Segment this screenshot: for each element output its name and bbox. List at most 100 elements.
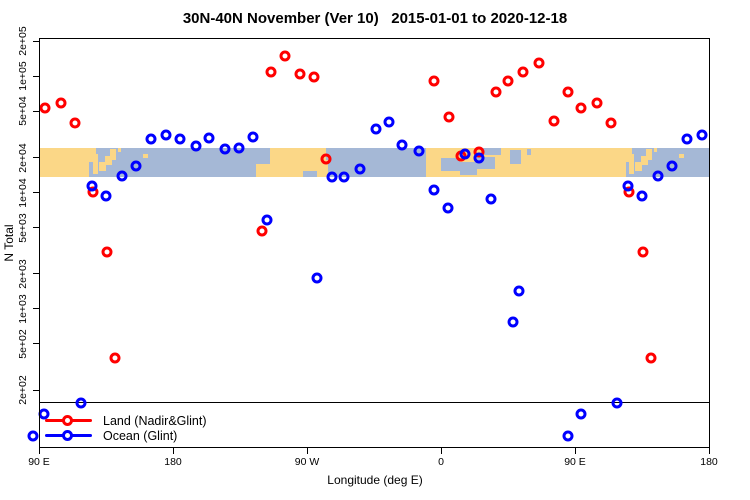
ocean-point [190, 140, 202, 152]
land-point [294, 68, 306, 80]
legend-ocean-label: Ocean (Glint) [103, 429, 178, 443]
ocean-point [428, 184, 440, 196]
y-tick-label: 2e+02 [17, 375, 29, 405]
x-tick [574, 448, 576, 454]
ocean-point [622, 180, 634, 192]
ocean-point [413, 145, 425, 157]
ocean-point [203, 132, 215, 144]
plot-border [39, 38, 710, 448]
ocean-point [383, 116, 395, 128]
x-tick-label: 90 E [28, 456, 50, 468]
band-land-segment [117, 147, 121, 153]
land-point [548, 115, 560, 127]
land-point [575, 102, 587, 114]
land-point [490, 86, 502, 98]
y-tick [33, 343, 39, 345]
x-tick [708, 448, 710, 454]
x-tick-label: 90 W [294, 456, 320, 468]
y-tick [33, 308, 39, 310]
ocean-point [75, 397, 87, 409]
ocean-point [442, 202, 454, 214]
land-point [637, 246, 649, 258]
y-tick [33, 273, 39, 275]
land-point [645, 352, 657, 364]
band-water-segment [460, 162, 477, 176]
ocean-point [261, 214, 273, 226]
ocean-point [247, 131, 259, 143]
band-water-segment [302, 171, 318, 178]
band-land-segment [104, 155, 112, 166]
band-land-segment [86, 147, 96, 163]
land-point [39, 102, 51, 114]
legend-item-land: Land (Nadir&Glint) [44, 413, 264, 428]
x-tick [172, 448, 174, 454]
y-tick [33, 389, 39, 391]
band-land-segment [40, 147, 89, 178]
land-point [443, 111, 455, 123]
band-land-segment [622, 147, 632, 163]
x-tick-label: 0 [438, 456, 444, 468]
y-tick-label: 5e+02 [17, 329, 29, 359]
band-land-segment [635, 162, 642, 172]
ocean-point [116, 170, 128, 182]
y-tick-label: 1e+05 [17, 61, 29, 92]
ocean-point [681, 133, 693, 145]
band-water-segment [510, 149, 521, 164]
ocean-point [219, 143, 231, 155]
ocean-point [513, 285, 525, 297]
land-point [256, 225, 268, 237]
x-tick [440, 448, 442, 454]
ocean-point [174, 133, 186, 145]
y-tick [33, 192, 39, 194]
x-tick-label: 180 [164, 456, 182, 468]
y-tick-label: 5e+04 [17, 96, 29, 127]
band-land-segment [93, 153, 98, 175]
x-tick-label: 90 E [564, 456, 586, 468]
band-land-segment [143, 153, 148, 158]
band-land-segment [629, 153, 634, 175]
ocean-point [562, 430, 574, 442]
land-point [605, 117, 617, 129]
ocean-point [575, 408, 587, 420]
land-point [279, 50, 291, 62]
ocean-point [338, 171, 350, 183]
ocean-point [27, 430, 39, 442]
land-point [109, 352, 121, 364]
band-water-segment [256, 147, 270, 164]
ocean-point [696, 129, 708, 141]
land-point [517, 66, 529, 78]
band-land-segment [646, 149, 653, 160]
land-point [55, 97, 67, 109]
y-tick-label: 2e+04 [17, 142, 29, 173]
y-tick [33, 110, 39, 112]
y-tick [33, 40, 39, 42]
land-point [69, 117, 81, 129]
y-tick-label: 1e+04 [17, 177, 29, 208]
band-water-segment [441, 158, 461, 172]
land-point [308, 71, 320, 83]
ocean-point [38, 408, 50, 420]
y-tick [33, 227, 39, 229]
ocean-point [145, 133, 157, 145]
land-point [533, 57, 545, 69]
ocean-point [652, 170, 664, 182]
y-tick-label: 2e+05 [17, 26, 29, 57]
land-point [502, 75, 514, 87]
band-land-segment [110, 149, 117, 160]
ocean-point [666, 160, 678, 172]
ocean-point [100, 190, 112, 202]
band-land-segment [640, 155, 648, 166]
land-point [428, 75, 440, 87]
ocean-point [507, 316, 519, 328]
legend-ocean-marker-icon [62, 430, 73, 441]
land-point [320, 153, 332, 165]
reference-line [39, 402, 710, 404]
land-point [562, 86, 574, 98]
ocean-point [233, 142, 245, 154]
band-land-segment [99, 162, 106, 172]
ocean-point [396, 139, 408, 151]
y-tick-label: 2e+03 [17, 259, 29, 289]
chart-title: 30N-40N November (Ver 10) 2015-01-01 to … [182, 10, 568, 27]
land-point [101, 246, 113, 258]
